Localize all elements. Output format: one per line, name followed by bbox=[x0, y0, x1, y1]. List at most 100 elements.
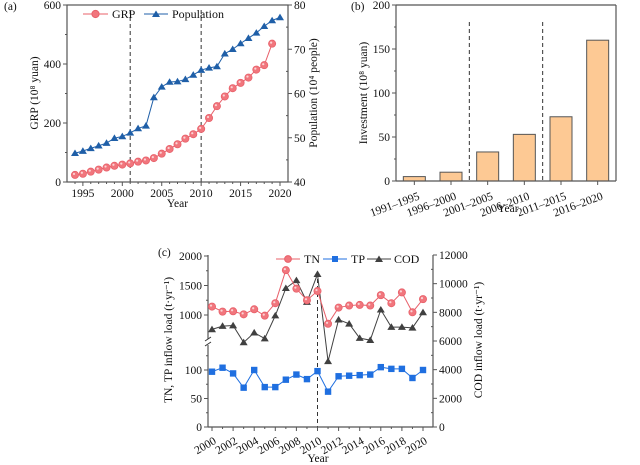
point-tn-2006-highlight bbox=[273, 301, 276, 304]
bar-2001–2005 bbox=[476, 151, 500, 182]
c-axis-break-mark bbox=[204, 336, 212, 347]
point-tn-2009 bbox=[302, 296, 311, 305]
series-line-grp bbox=[74, 43, 273, 176]
point-tn-2008 bbox=[292, 284, 301, 293]
panel-a-ylabel: GRP (10⁸ yuan) bbox=[29, 56, 41, 129]
point-tp-2015 bbox=[367, 371, 374, 378]
legend-population-marker bbox=[152, 10, 160, 17]
point-tn-2017 bbox=[387, 299, 396, 308]
point-cod-2003 bbox=[239, 338, 248, 346]
panel-c-inflow-load: (c) 0 50 100 1000 1500 2000 0 2000 4000 6000 8000 1… bbox=[158, 247, 485, 465]
point-tn-2013 bbox=[345, 301, 354, 310]
point-cod-2001 bbox=[218, 322, 227, 329]
c-y2tick-label: 10000 bbox=[439, 279, 468, 291]
bar-2011–2015 bbox=[549, 116, 573, 182]
a-ytick-label: 600 bbox=[44, 0, 62, 12]
point-grp-2013 bbox=[220, 92, 229, 101]
point-tn-2003 bbox=[239, 310, 248, 319]
point-grp-1998-highlight bbox=[104, 165, 107, 168]
point-grp-2012 bbox=[212, 102, 221, 111]
point-grp-2002-highlight bbox=[135, 159, 139, 162]
point-cod-2017 bbox=[387, 323, 396, 330]
a-xtick-label: 2000 bbox=[111, 188, 134, 200]
point-cod-2020 bbox=[419, 308, 427, 316]
point-population-1994 bbox=[71, 149, 79, 157]
point-population-2013 bbox=[220, 49, 229, 57]
a-y2tick-label: 50 bbox=[294, 133, 306, 145]
point-population-2010 bbox=[197, 66, 206, 73]
point-tn-2012 bbox=[334, 303, 343, 312]
point-cod-2000 bbox=[208, 325, 216, 333]
point-population-1996 bbox=[86, 144, 95, 152]
point-grp-2015 bbox=[236, 78, 245, 87]
point-tp-2006 bbox=[272, 383, 279, 391]
point-grp-2001-highlight bbox=[128, 161, 131, 164]
point-cod-2015 bbox=[366, 336, 375, 343]
point-population-2014 bbox=[228, 45, 237, 53]
point-population-2002 bbox=[134, 124, 143, 132]
c-y2tick-label: 12000 bbox=[439, 250, 468, 262]
point-grp-2013-highlight bbox=[222, 94, 225, 97]
legend-population-label: Population bbox=[172, 7, 224, 21]
panel-a-y2label: Population (10⁴ people) bbox=[308, 38, 320, 148]
a-y2tick-label: 70 bbox=[294, 44, 306, 56]
c-ytick-label: 1500 bbox=[179, 281, 202, 293]
point-tn-2011-highlight bbox=[325, 321, 329, 324]
legend-grp-label: GRP bbox=[112, 7, 136, 21]
point-population-2007 bbox=[173, 77, 182, 85]
point-grp-2012-highlight bbox=[214, 104, 218, 107]
panel-a-legend: GRP Population bbox=[83, 7, 224, 21]
point-tn-2007-highlight bbox=[283, 268, 286, 271]
point-grp-2001 bbox=[126, 159, 135, 168]
c-ytick-label: 50 bbox=[191, 394, 203, 406]
panel-c-xlabel: Year bbox=[307, 453, 328, 465]
point-grp-2017-highlight bbox=[254, 67, 257, 70]
point-tn-2001-highlight bbox=[220, 309, 223, 312]
point-grp-2003-highlight bbox=[143, 158, 147, 161]
point-population-1995 bbox=[78, 147, 87, 154]
point-tp-2010 bbox=[314, 367, 321, 375]
point-tp-2009 bbox=[303, 375, 311, 383]
b-ytick-label: 0 bbox=[384, 176, 390, 188]
point-grp-2007-highlight bbox=[175, 142, 178, 145]
point-cod-2004 bbox=[250, 328, 259, 336]
point-population-2008 bbox=[181, 75, 190, 83]
point-population-1999 bbox=[110, 134, 119, 141]
point-tn-2005 bbox=[260, 311, 269, 320]
point-grp-1999 bbox=[110, 161, 119, 170]
point-cod-2006 bbox=[271, 311, 280, 319]
point-tn-2004 bbox=[250, 305, 259, 314]
a-xtick-label: 2005 bbox=[150, 188, 173, 200]
point-tn-2005-highlight bbox=[262, 313, 265, 316]
point-tn-2016-highlight bbox=[378, 293, 381, 296]
point-grp-1999-highlight bbox=[112, 163, 115, 166]
point-grp-2018-highlight bbox=[262, 63, 265, 66]
panel-c-label: (c) bbox=[158, 247, 171, 259]
panel-a-grp-population: (a) 0 200 400 600 40 50 60 70 80 1995 2000 2005 2010… bbox=[4, 0, 320, 210]
point-cod-2012 bbox=[334, 315, 343, 323]
a-y2tick-label: 60 bbox=[294, 89, 306, 101]
point-tn-2012-highlight bbox=[336, 305, 339, 308]
point-tn-2018 bbox=[397, 288, 406, 297]
c-ytick-label: 1000 bbox=[179, 310, 202, 322]
point-tp-2018 bbox=[398, 365, 406, 373]
point-tn-2002-highlight bbox=[231, 309, 234, 312]
a-ytick-label: 0 bbox=[55, 177, 61, 189]
a-xtick-label: 2015 bbox=[229, 188, 252, 200]
point-tp-2008 bbox=[293, 371, 300, 378]
bar-2016–2020 bbox=[586, 39, 610, 182]
point-tn-2002 bbox=[229, 307, 238, 316]
point-population-2019 bbox=[268, 16, 277, 24]
point-tp-2004 bbox=[251, 366, 258, 374]
b-ytick-label: 200 bbox=[373, 0, 391, 12]
point-population-2000 bbox=[118, 132, 127, 140]
bar-1991–1995 bbox=[402, 176, 426, 182]
a-xtick-label: 2010 bbox=[190, 188, 213, 200]
point-grp-1996 bbox=[86, 167, 95, 176]
point-tn-2013-highlight bbox=[347, 303, 350, 306]
point-grp-2004 bbox=[149, 154, 158, 163]
panel-a-xlabel: Year bbox=[167, 198, 188, 210]
c-y2tick-label: 4000 bbox=[439, 365, 462, 377]
point-tn-2017-highlight bbox=[389, 301, 392, 304]
